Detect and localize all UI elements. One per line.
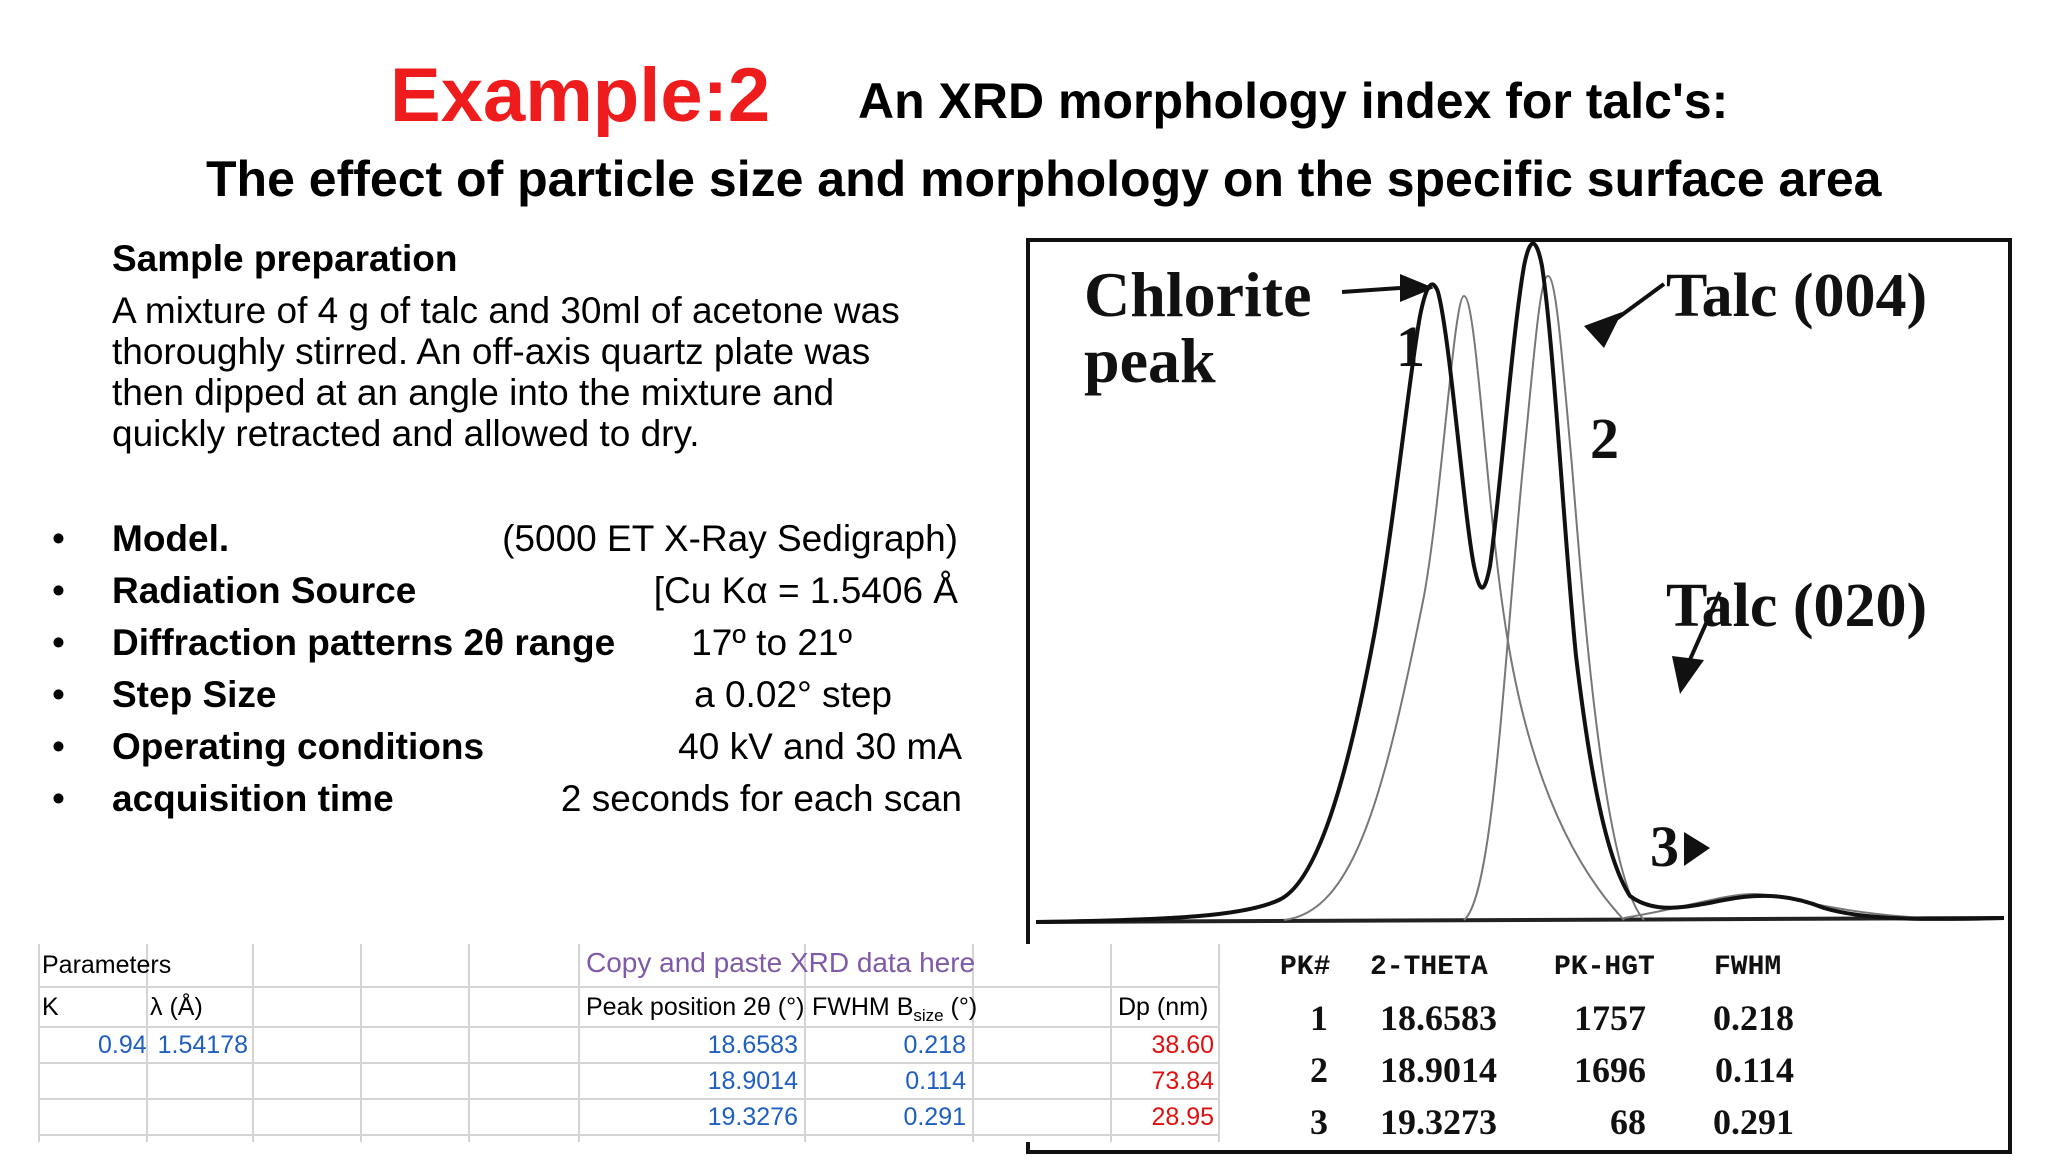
peak-table-cell: 3	[1310, 1102, 1328, 1142]
lambda-label: λ (Å)	[150, 993, 203, 1021]
peak-table-cell: 2	[1310, 1050, 1328, 1090]
spec-value: a 0.02° step	[694, 674, 892, 715]
page-title: An XRD morphology index for talc's:	[858, 73, 1729, 129]
peak-cell: 19.3276	[707, 1103, 798, 1131]
peak-table-cell: 0.114	[1715, 1050, 1794, 1090]
peak-label: peak	[1084, 325, 1216, 396]
chlorite-label: Chlorite	[1084, 259, 1312, 330]
spec-label: acquisition time	[112, 778, 394, 819]
copy-note: Copy and paste XRD data here	[586, 947, 976, 978]
spec-value: 17º to 21º	[691, 622, 852, 663]
spec-value: 40 kV and 30 mA	[678, 726, 962, 767]
fwhm-cell: 0.114	[905, 1067, 966, 1095]
peak-table-cell: 1757	[1574, 998, 1646, 1038]
parameters-label: Parameters	[42, 951, 172, 979]
peak-table-cell: 18.9014	[1380, 1050, 1497, 1090]
xrd-envelope-curve	[1035, 241, 2005, 924]
prep-line: A mixture of 4 g of talc and 30ml of ace…	[112, 290, 900, 331]
fwhm-cell: 0.218	[903, 1031, 966, 1059]
peak-table-cell: 18.6583	[1380, 998, 1497, 1038]
example-title: Example:2	[390, 53, 771, 138]
peak-number-1: 1	[1396, 314, 1425, 379]
spec-label: Radiation Source	[112, 570, 417, 611]
dp-cell: 38.60	[1151, 1031, 1214, 1059]
xrd-spreadsheet: Parameters Copy and paste XRD data here …	[38, 944, 1220, 1142]
k-label: K	[42, 993, 59, 1021]
peak-cell: 18.9014	[707, 1067, 798, 1095]
talc-020-label: Talc (020)	[1666, 572, 1927, 640]
bullet-icon: •	[52, 622, 65, 663]
peak-position-header: Peak position 2θ (°)	[586, 993, 805, 1021]
spec-value: (5000 ET X-Ray Sedigraph)	[502, 518, 958, 559]
peak-table-header: FWHM	[1714, 952, 1781, 983]
peak-table-cell: 1696	[1574, 1050, 1646, 1090]
spec-value: [Cu Kα = 1.5406 Å	[653, 570, 958, 611]
prep-line: quickly retracted and allowed to dry.	[112, 413, 700, 454]
peak-cell: 18.6583	[707, 1031, 798, 1059]
fwhm-cell: 0.291	[903, 1103, 966, 1131]
k-value: 0.94	[98, 1031, 147, 1059]
bullet-icon: •	[52, 726, 65, 767]
peak-number-2: 2	[1590, 406, 1619, 471]
dp-header: Dp (nm)	[1118, 993, 1209, 1021]
dp-cell: 73.84	[1151, 1067, 1214, 1095]
bullet-icon: •	[52, 570, 65, 611]
prep-heading: Sample preparation	[112, 238, 458, 279]
bullet-icon: •	[52, 778, 65, 819]
bullet-icon: •	[52, 674, 65, 715]
prep-line: then dipped at an angle into the mixture…	[112, 372, 835, 413]
peak-table-header: 2-THETA	[1370, 952, 1488, 983]
talc-004-label: Talc (004)	[1666, 262, 1927, 330]
page-subtitle: The effect of particle size and morpholo…	[206, 151, 1882, 207]
prep-line: thoroughly stirred. An off-axis quartz p…	[112, 331, 871, 372]
peak-number-3: 3	[1650, 814, 1679, 879]
spec-label: Step Size	[112, 674, 277, 715]
peak-table-cell: 1	[1310, 998, 1328, 1038]
peak-table-header: PK#	[1280, 952, 1330, 983]
spec-label: Operating conditions	[112, 726, 485, 767]
spec-value: 2 seconds for each scan	[560, 778, 962, 819]
peak-table-cell: 0.291	[1713, 1102, 1794, 1142]
spec-label: Diffraction patterns 2θ range	[112, 622, 616, 663]
spec-label: Model.	[112, 518, 230, 559]
peak-table-cell: 19.3273	[1380, 1102, 1497, 1142]
fwhm-header: FWHM Bsize (°)	[812, 993, 978, 1025]
peak-table-cell: 0.218	[1713, 998, 1794, 1038]
lambda-value: 1.54178	[157, 1031, 248, 1059]
dp-cell: 28.95	[1151, 1103, 1214, 1131]
bullet-icon: •	[52, 518, 65, 559]
peak-table-cell: 68	[1610, 1102, 1646, 1142]
peak-table-header: PK-HGT	[1554, 952, 1655, 983]
